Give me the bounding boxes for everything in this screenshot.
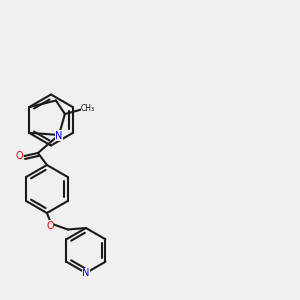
Text: N: N <box>55 131 63 141</box>
Text: N: N <box>82 268 90 278</box>
Text: O: O <box>15 151 23 161</box>
Text: O: O <box>46 221 54 231</box>
Text: CH₃: CH₃ <box>81 104 95 113</box>
